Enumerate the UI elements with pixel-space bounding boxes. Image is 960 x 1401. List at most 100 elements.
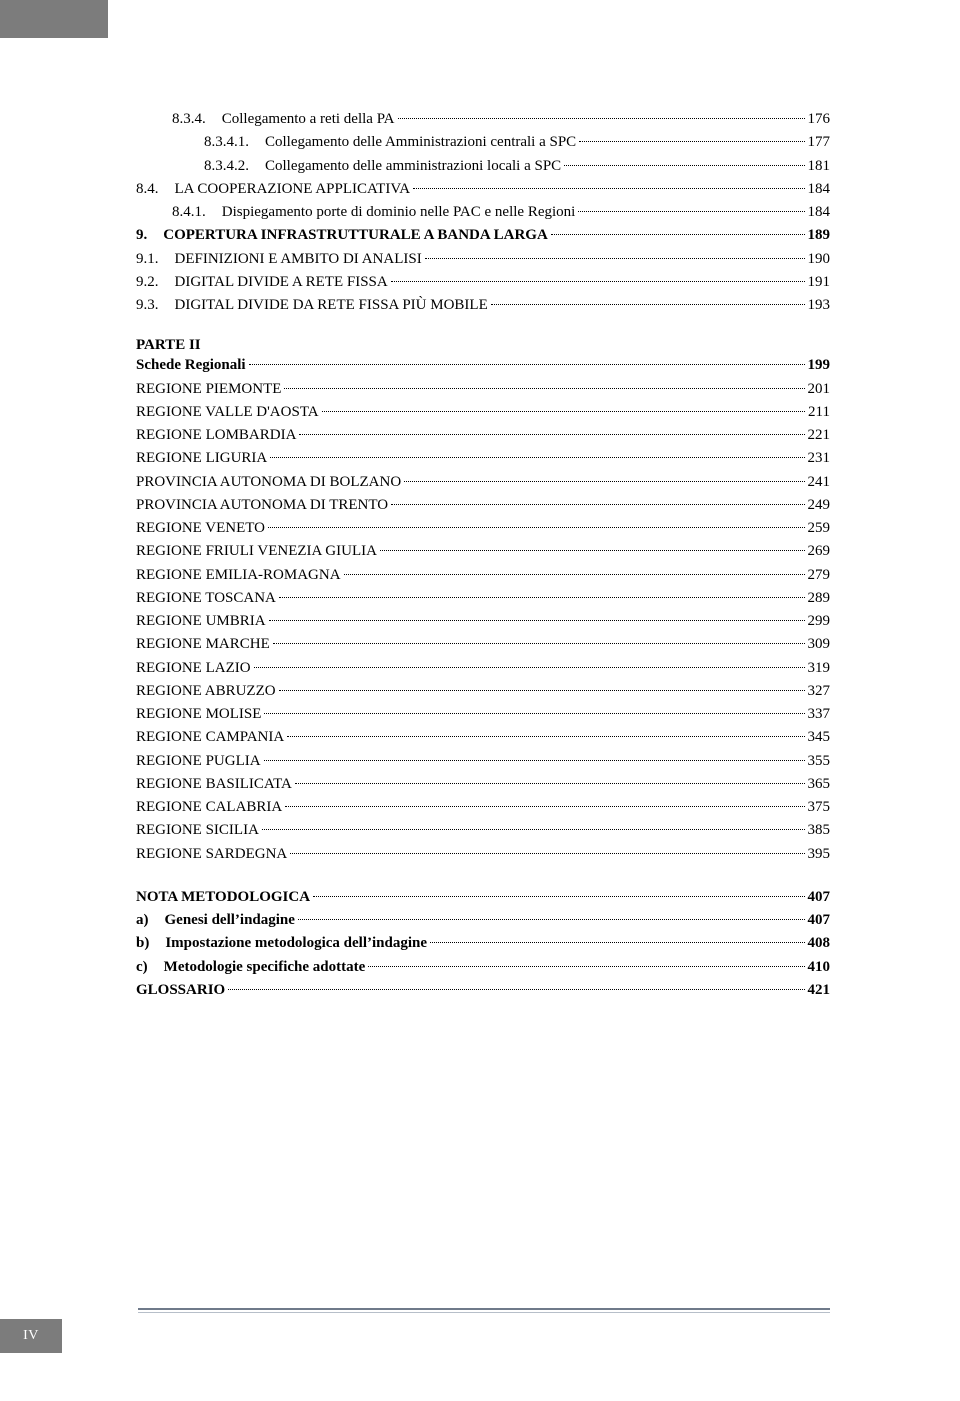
toc-page: 289 (808, 587, 831, 610)
leader-dots (344, 574, 805, 575)
leader-dots (228, 989, 804, 990)
toc-line: 9.1.DEFINIZIONI E AMBITO DI ANALISI190 (136, 248, 830, 271)
toc-line: REGIONE CAMPANIA 345 (136, 726, 830, 749)
toc-num: 9. (136, 224, 147, 247)
toc-page: 410 (808, 956, 831, 979)
toc-line: REGIONE PUGLIA 355 (136, 750, 830, 773)
toc-page: 201 (808, 378, 831, 401)
parte-subtitle-line: Schede Regionali 199 (136, 354, 830, 377)
leader-dots (398, 118, 805, 119)
toc-page: 184 (808, 201, 831, 224)
toc-page: 407 (808, 886, 831, 909)
toc-label: REGIONE VALLE D'AOSTA (136, 401, 319, 424)
leader-dots (579, 141, 804, 142)
leader-dots (380, 550, 805, 551)
page-number-box: IV (0, 1319, 62, 1353)
leader-dots (322, 411, 805, 412)
leader-dots (391, 504, 804, 505)
toc-label: Metodologie specifiche adottate (164, 956, 366, 979)
toc-line: REGIONE CALABRIA 375 (136, 796, 830, 819)
toc-label: REGIONE UMBRIA (136, 610, 266, 633)
toc-label: DIGITAL DIVIDE A RETE FISSA (175, 271, 388, 294)
toc-page: 191 (808, 271, 831, 294)
toc-label: REGIONE PIEMONTE (136, 378, 281, 401)
toc-line: 9. COPERTURA INFRASTRUTTURALE A BANDA LAR… (136, 224, 830, 247)
toc-line: REGIONE MOLISE337 (136, 703, 830, 726)
toc-line: REGIONE SARDEGNA395 (136, 843, 830, 866)
leader-dots (254, 667, 805, 668)
leader-dots (430, 942, 804, 943)
toc-label: PROVINCIA AUTONOMA DI BOLZANO (136, 471, 401, 494)
toc-page: 327 (808, 680, 831, 703)
leader-dots (564, 165, 804, 166)
toc-label: REGIONE PUGLIA (136, 750, 261, 773)
toc-label: Impostazione metodologica dell’indagine (165, 932, 427, 955)
leader-dots (295, 783, 805, 784)
toc-page: 189 (808, 224, 831, 247)
toc-label: Collegamento delle Amministrazioni centr… (265, 131, 576, 154)
leader-dots (269, 620, 805, 621)
toc-page: 375 (808, 796, 831, 819)
toc-line: 8.4.LA COOPERAZIONE APPLICATIVA184 (136, 178, 830, 201)
toc-label: REGIONE LAZIO (136, 657, 251, 680)
toc-label: REGIONE TOSCANA (136, 587, 276, 610)
toc-page: 231 (808, 447, 831, 470)
toc-line: a)Genesi dell’indagine407 (136, 909, 830, 932)
toc-label: REGIONE LIGURIA (136, 447, 267, 470)
leader-dots (249, 364, 805, 365)
toc-page: 249 (808, 494, 831, 517)
leader-dots (262, 829, 805, 830)
toc-page: 408 (808, 932, 831, 955)
toc-tail: NOTA METODOLOGICA407a)Genesi dell’indagi… (136, 886, 830, 1002)
toc-label: LA COOPERAZIONE APPLICATIVA (175, 178, 411, 201)
parte-subtitle-page: 199 (808, 354, 831, 377)
footer-rule (138, 1308, 830, 1313)
toc-line: 9.3.DIGITAL DIVIDE DA RETE FISSA PIÙ MOB… (136, 294, 830, 317)
toc-page: 407 (808, 909, 831, 932)
toc-label: Dispiegamento porte di dominio nelle PAC… (222, 201, 576, 224)
toc-page: 421 (808, 979, 831, 1002)
toc-label: REGIONE CALABRIA (136, 796, 282, 819)
leader-dots (313, 896, 804, 897)
toc-label: Genesi dell’indagine (165, 909, 295, 932)
toc-line: 8.4.1.Dispiegamento porte di dominio nel… (136, 201, 830, 224)
toc-line: b)Impostazione metodologica dell’indagin… (136, 932, 830, 955)
toc-line: 8.3.4.2.Collegamento delle amministrazio… (136, 155, 830, 178)
leader-dots (268, 527, 804, 528)
toc-label: REGIONE LOMBARDIA (136, 424, 296, 447)
toc-label: REGIONE BASILICATA (136, 773, 292, 796)
leader-dots (284, 388, 804, 389)
toc-line: REGIONE LIGURIA 231 (136, 447, 830, 470)
parte-subtitle-label: Schede Regionali (136, 354, 246, 377)
toc-label: REGIONE FRIULI VENEZIA GIULIA (136, 540, 377, 563)
toc-page: 211 (808, 401, 830, 424)
toc-page: 319 (808, 657, 831, 680)
toc-line: 8.3.4.1.Collegamento delle Amministrazio… (136, 131, 830, 154)
toc-page: 345 (808, 726, 831, 749)
toc-label: GLOSSARIO (136, 979, 225, 1002)
toc-label: COPERTURA INFRASTRUTTURALE A BANDA LARGA (163, 224, 548, 247)
toc-page: 190 (808, 248, 831, 271)
toc-label: Collegamento a reti della PA (222, 108, 395, 131)
toc-line: PROVINCIA AUTONOMA DI BOLZANO 241 (136, 471, 830, 494)
leader-dots (270, 457, 804, 458)
parte-title: PARTE II (136, 337, 830, 354)
leader-dots (298, 919, 805, 920)
toc-content: 8.3.4.Collegamento a reti della PA1768.3… (136, 108, 830, 1002)
toc-label: PROVINCIA AUTONOMA DI TRENTO (136, 494, 388, 517)
toc-page: 355 (808, 750, 831, 773)
leader-dots (279, 690, 805, 691)
toc-line: GLOSSARIO 421 (136, 979, 830, 1002)
toc-line: REGIONE LAZIO 319 (136, 657, 830, 680)
toc-label: REGIONE ABRUZZO (136, 680, 276, 703)
toc-page: 279 (808, 564, 831, 587)
toc-label: NOTA METODOLOGICA (136, 886, 310, 909)
toc-num: 9.3. (136, 294, 159, 317)
toc-page: 241 (808, 471, 831, 494)
toc-page: 176 (808, 108, 831, 131)
toc-line: PROVINCIA AUTONOMA DI TRENTO 249 (136, 494, 830, 517)
toc-line: REGIONE EMILIA-ROMAGNA279 (136, 564, 830, 587)
toc-label: REGIONE MOLISE (136, 703, 261, 726)
toc-label: REGIONE CAMPANIA (136, 726, 284, 749)
toc-page: 221 (808, 424, 831, 447)
